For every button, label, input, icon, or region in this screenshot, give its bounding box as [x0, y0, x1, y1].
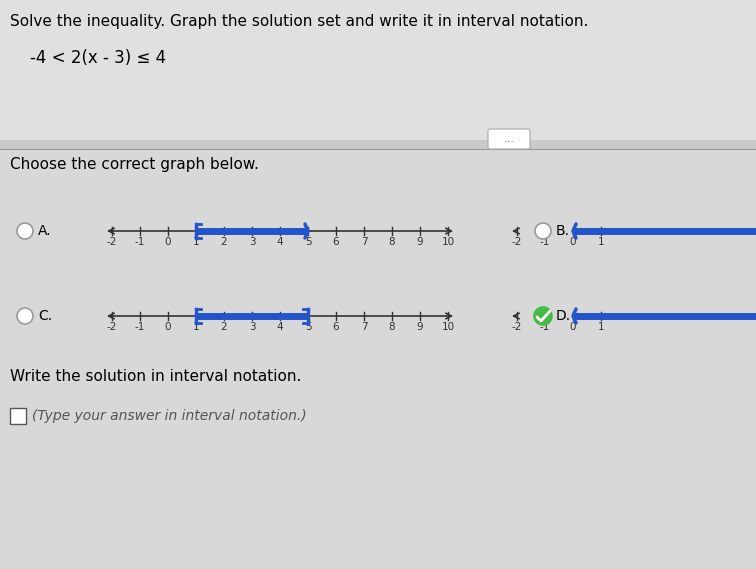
Circle shape	[17, 308, 33, 324]
Text: 1: 1	[193, 237, 200, 247]
Text: -2: -2	[512, 237, 522, 247]
Circle shape	[535, 223, 551, 239]
Text: 2: 2	[221, 322, 228, 332]
Text: 4: 4	[277, 322, 284, 332]
Text: C.: C.	[38, 309, 52, 323]
Text: 7: 7	[361, 237, 367, 247]
Text: -1: -1	[135, 322, 145, 332]
Text: Choose the correct graph below.: Choose the correct graph below.	[10, 157, 259, 172]
Text: ...: ...	[503, 134, 514, 144]
Bar	[10, 408, 26, 424]
Text: 10: 10	[442, 322, 454, 332]
Text: 6: 6	[333, 237, 339, 247]
Text: -1: -1	[540, 322, 550, 332]
Text: 5: 5	[305, 237, 311, 247]
FancyBboxPatch shape	[488, 129, 530, 149]
Circle shape	[534, 307, 552, 325]
Text: 0: 0	[570, 322, 576, 332]
Text: 7: 7	[361, 322, 367, 332]
Text: 0: 0	[570, 237, 576, 247]
Circle shape	[17, 223, 33, 239]
Text: 3: 3	[249, 322, 256, 332]
Text: 1: 1	[598, 237, 604, 247]
Text: 8: 8	[389, 322, 395, 332]
Text: 6: 6	[333, 322, 339, 332]
Text: -2: -2	[512, 322, 522, 332]
Bar	[0, 149, 756, 569]
Text: 0: 0	[165, 237, 172, 247]
Text: Solve the inequality. Graph the solution set and write it in interval notation.: Solve the inequality. Graph the solution…	[10, 14, 588, 29]
Text: 8: 8	[389, 237, 395, 247]
Text: -2: -2	[107, 237, 117, 247]
Bar	[0, 0, 756, 139]
Text: -1: -1	[540, 237, 550, 247]
Text: -1: -1	[135, 237, 145, 247]
Text: 4: 4	[277, 237, 284, 247]
Text: 3: 3	[249, 237, 256, 247]
Text: -2: -2	[107, 322, 117, 332]
Text: (Type your answer in interval notation.): (Type your answer in interval notation.)	[32, 409, 307, 423]
Text: 10: 10	[442, 237, 454, 247]
Text: 1: 1	[193, 322, 200, 332]
Text: B.: B.	[556, 224, 570, 238]
Text: -4 < 2(x - 3) ≤ 4: -4 < 2(x - 3) ≤ 4	[30, 49, 166, 67]
Text: 5: 5	[305, 322, 311, 332]
Text: D.: D.	[556, 309, 571, 323]
Text: 2: 2	[221, 237, 228, 247]
Text: 9: 9	[417, 322, 423, 332]
Text: A.: A.	[38, 224, 51, 238]
Text: 1: 1	[598, 322, 604, 332]
Text: 0: 0	[165, 322, 172, 332]
Text: 9: 9	[417, 237, 423, 247]
Text: Write the solution in interval notation.: Write the solution in interval notation.	[10, 369, 302, 384]
